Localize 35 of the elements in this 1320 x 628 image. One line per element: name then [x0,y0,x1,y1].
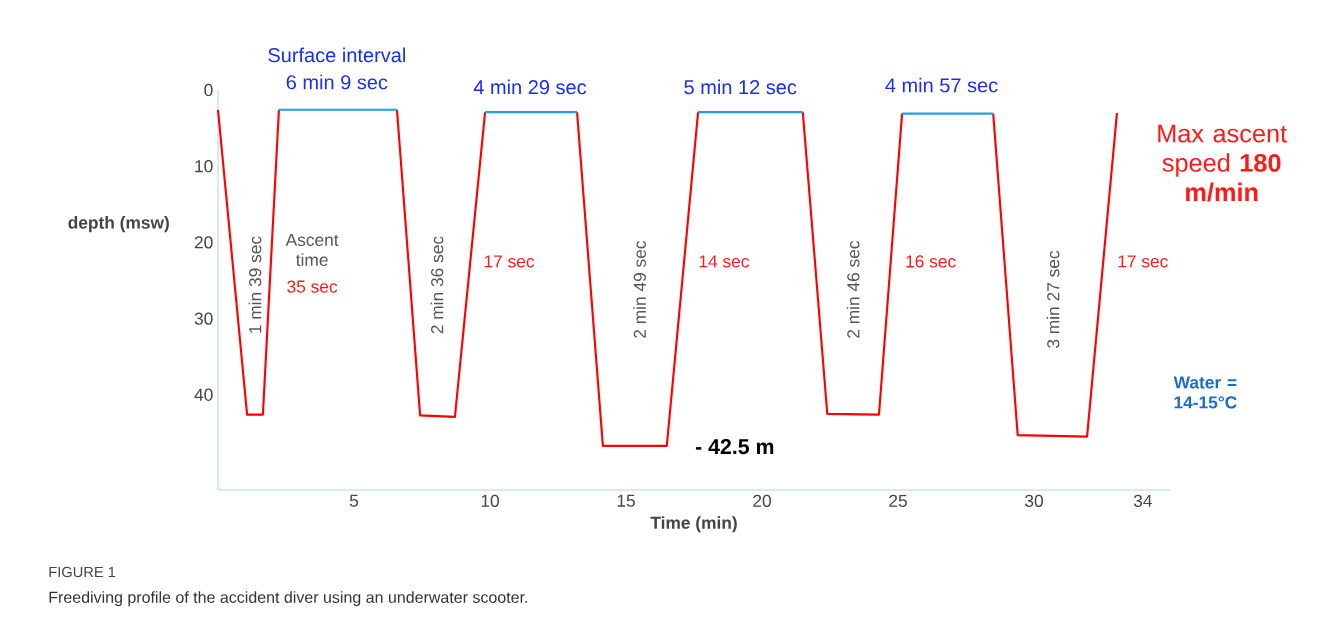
x-tick-label: 15 [617,494,635,507]
x-tick-label: 25 [889,494,907,507]
annotation: 17 sec [1118,255,1168,268]
annotation: - 42.5 m [695,439,774,455]
annotation: 4 min 57 sec [885,77,998,93]
x-tick-label: 5 [349,494,359,507]
text: 6 min 9 sec [286,74,388,90]
x-tick-label: 30 [1025,494,1043,507]
annotation: Ascent time [285,233,339,267]
x-tick-label: 20 [753,494,771,507]
y-tick-label: 30 [194,312,213,325]
y-tick-label: 20 [194,236,213,249]
annotation: 5 min 12 sec [684,79,797,95]
annotation: 17 sec [484,255,535,268]
x-axis-title: Time (min) [650,516,737,533]
y-axis-title: depth (msw) [68,216,169,233]
annotation: Max ascent speed 180 m/min [1158,124,1287,202]
text: Freediving profile of the accident diver using an underwater scooter. [49,591,528,607]
annotation: 16 sec [906,255,956,268]
annotation: 35 sec [287,280,338,293]
annotation: 14 sec [699,255,749,268]
text: Water = 14-15°C [1173,376,1237,409]
text: Surface interval [268,47,405,63]
y-tick-label: 40 [194,388,213,401]
annotation: 2 min 49 sec [633,240,646,338]
annotation: 4 min 29 sec [473,79,587,95]
annotation: 1 min 39 sec [248,236,262,333]
annotation: 3 min 27 sec [1046,250,1060,348]
annotation: 2 min 36 sec [430,236,444,334]
y-tick-label: 10 [195,160,213,173]
x-tick-label: 34 [1133,494,1152,507]
y-tick-label: 0 [204,83,213,97]
annotation: 2 min 46 sec [846,240,860,338]
x-tick-label: 10 [481,494,499,507]
caption: FIGURE 1 [49,566,116,578]
